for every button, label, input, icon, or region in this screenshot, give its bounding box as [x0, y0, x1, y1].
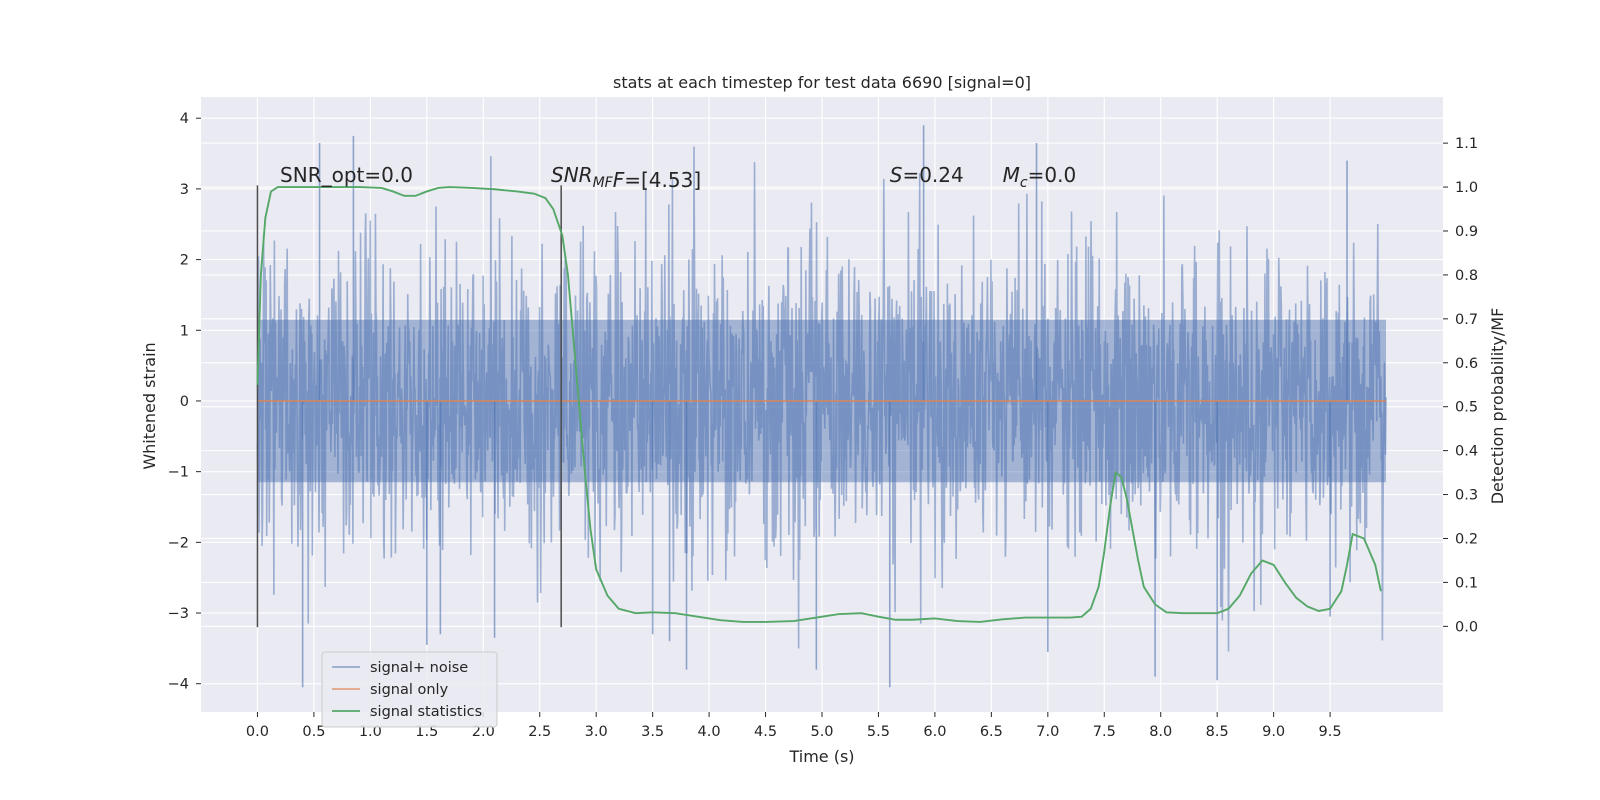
x-axis-label: Time (s)	[788, 747, 854, 766]
legend-label: signal+ noise	[370, 660, 468, 676]
x-tick-label: 6.0	[923, 724, 946, 740]
x-tick-label: 4.5	[754, 724, 777, 740]
x-tick-label: 7.0	[1036, 724, 1059, 740]
x-tick-label: 0.5	[302, 724, 325, 740]
y2-tick-label: 0.9	[1455, 224, 1478, 240]
x-tick-label: 2.0	[472, 724, 495, 740]
x-tick-label: 3.5	[641, 724, 664, 740]
y2-tick-label: 1.1	[1455, 136, 1478, 152]
x-tick-label: 2.5	[528, 724, 551, 740]
annotation-1: SNRMFF=[4.53]	[551, 163, 701, 192]
annotation-0: SNR_opt=0.0	[280, 163, 413, 187]
y-tick-label: −2	[168, 535, 189, 551]
y2-tick-label: 1.0	[1455, 180, 1478, 196]
x-tick-label: 1.0	[359, 724, 382, 740]
x-ticks: 0.0 0.5 1.0 1.5 2.0 2.5 3.0 3.5 4.0 4.5 5.0 5.5 6.0 6…	[246, 712, 1342, 740]
x-tick-label: 8.0	[1149, 724, 1172, 740]
y-tick-label: 3	[180, 182, 189, 198]
y2-tick-label: 0.3	[1455, 488, 1478, 504]
annotation-3: Mc=0.0	[1003, 163, 1077, 191]
y2-ticks: 1.1 1.0 0.9 0.8 0.7 0.6 0.5 0.4 0.3 0.2 0.1 0.0	[1443, 136, 1478, 635]
legend-box	[321, 651, 498, 728]
y-tick-label: 4	[180, 111, 189, 127]
legend-label: signal only	[370, 682, 449, 698]
x-tick-label: 4.0	[698, 724, 721, 740]
signal-statistics-line	[256, 186, 1382, 623]
y-tick-label: 1	[180, 323, 189, 339]
x-tick-label: 7.5	[1093, 724, 1116, 740]
annotation-2: S=0.24	[890, 163, 964, 187]
x-tick-label: 1.5	[415, 724, 438, 740]
y-tick-label: −4	[168, 677, 189, 693]
vlines-layer	[256, 185, 562, 628]
noise-series-line	[256, 146, 1387, 652]
y-tick-label: 2	[180, 253, 189, 269]
y2-tick-label: 0.0	[1455, 619, 1478, 635]
y-tick-label: −3	[168, 606, 189, 622]
x-tick-label: 9.5	[1319, 724, 1342, 740]
x-tick-label: 9.0	[1262, 724, 1285, 740]
chart-title: stats at each timestep for test data 669…	[613, 73, 1031, 92]
stats-layer	[256, 186, 1382, 623]
y2-tick-label: 0.8	[1455, 268, 1478, 284]
y-tick-label: −1	[168, 465, 189, 481]
y-axis-label: Whitened strain	[140, 342, 159, 469]
y2-axis-label: Detection probability/MF	[1488, 308, 1507, 505]
y-ticks: 4 3 2 1 0 −1 −2 −3 −4	[168, 111, 201, 693]
y2-tick-label: 0.6	[1455, 356, 1478, 372]
y2-tick-label: 0.5	[1455, 400, 1478, 416]
y2-tick-label: 0.7	[1455, 312, 1478, 328]
x-tick-label: 6.5	[980, 724, 1003, 740]
y2-tick-label: 0.2	[1455, 531, 1478, 547]
y2-tick-label: 0.4	[1455, 444, 1478, 460]
x-tick-label: 5.5	[867, 724, 890, 740]
y2-tick-label: 0.1	[1455, 575, 1478, 591]
legend-label: signal statistics	[370, 704, 482, 720]
x-tick-label: 3.0	[585, 724, 608, 740]
y-tick-label: 0	[180, 394, 189, 410]
annotations: SNR_opt=0.0 SNRMFF=[4.53] S=0.24 Mc=0.0	[280, 163, 1076, 192]
x-tick-label: 8.5	[1206, 724, 1229, 740]
legend: signal+ noise signal only signal statistic…	[321, 651, 498, 728]
x-tick-label: 5.0	[810, 724, 833, 740]
x-tick-label: 0.0	[246, 724, 269, 740]
